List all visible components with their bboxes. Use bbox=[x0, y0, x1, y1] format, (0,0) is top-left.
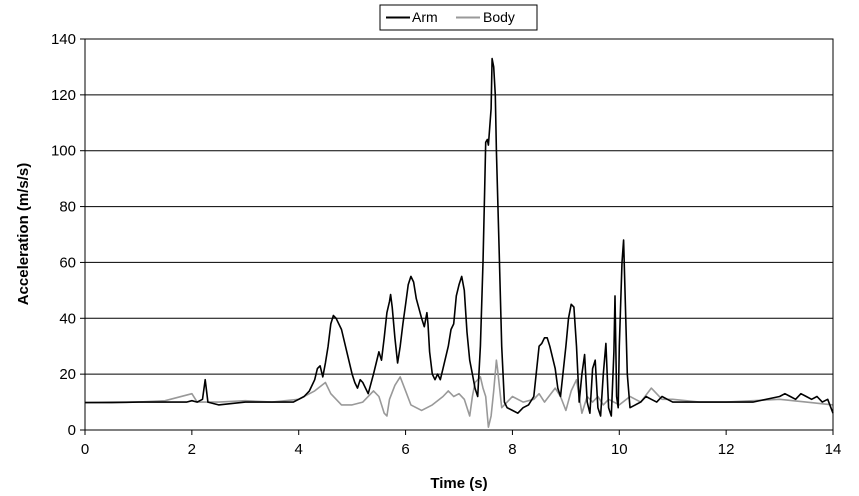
plot-area-border bbox=[84, 38, 834, 431]
y-tick-label: 0 bbox=[68, 422, 76, 439]
y-tick-label: 60 bbox=[59, 254, 76, 271]
x-tick-label: 8 bbox=[508, 441, 516, 458]
x-tick-label: 6 bbox=[401, 441, 409, 458]
y-tick-label: 20 bbox=[59, 366, 76, 383]
y-axis-title: Acceleration (m/s/s) bbox=[15, 163, 32, 306]
series-layer bbox=[84, 57, 834, 428]
y-tick-label: 40 bbox=[59, 310, 76, 327]
legend-label-body: Body bbox=[483, 9, 515, 25]
y-tick-label: 80 bbox=[59, 199, 76, 216]
legend: Arm Body bbox=[379, 4, 538, 31]
x-tick-label: 10 bbox=[611, 441, 628, 458]
x-tick-label: 14 bbox=[825, 441, 842, 458]
y-tick-label: 100 bbox=[51, 143, 76, 160]
y-axis: 0 20 40 60 80 100 120 140 bbox=[51, 31, 85, 439]
legend-label-arm: Arm bbox=[412, 9, 438, 25]
y-tick-label: 120 bbox=[51, 87, 76, 104]
x-tick-label: 4 bbox=[295, 441, 303, 458]
x-tick-label: 12 bbox=[718, 441, 735, 458]
y-tick-label: 140 bbox=[51, 31, 76, 48]
x-tick-label: 2 bbox=[188, 441, 196, 458]
x-tick-label: 0 bbox=[81, 441, 89, 458]
x-axis-title: Time (s) bbox=[430, 475, 487, 492]
x-axis: 0 2 4 6 8 10 12 14 bbox=[81, 430, 842, 458]
series-line-arm bbox=[85, 57, 834, 417]
gridlines bbox=[85, 94, 833, 375]
